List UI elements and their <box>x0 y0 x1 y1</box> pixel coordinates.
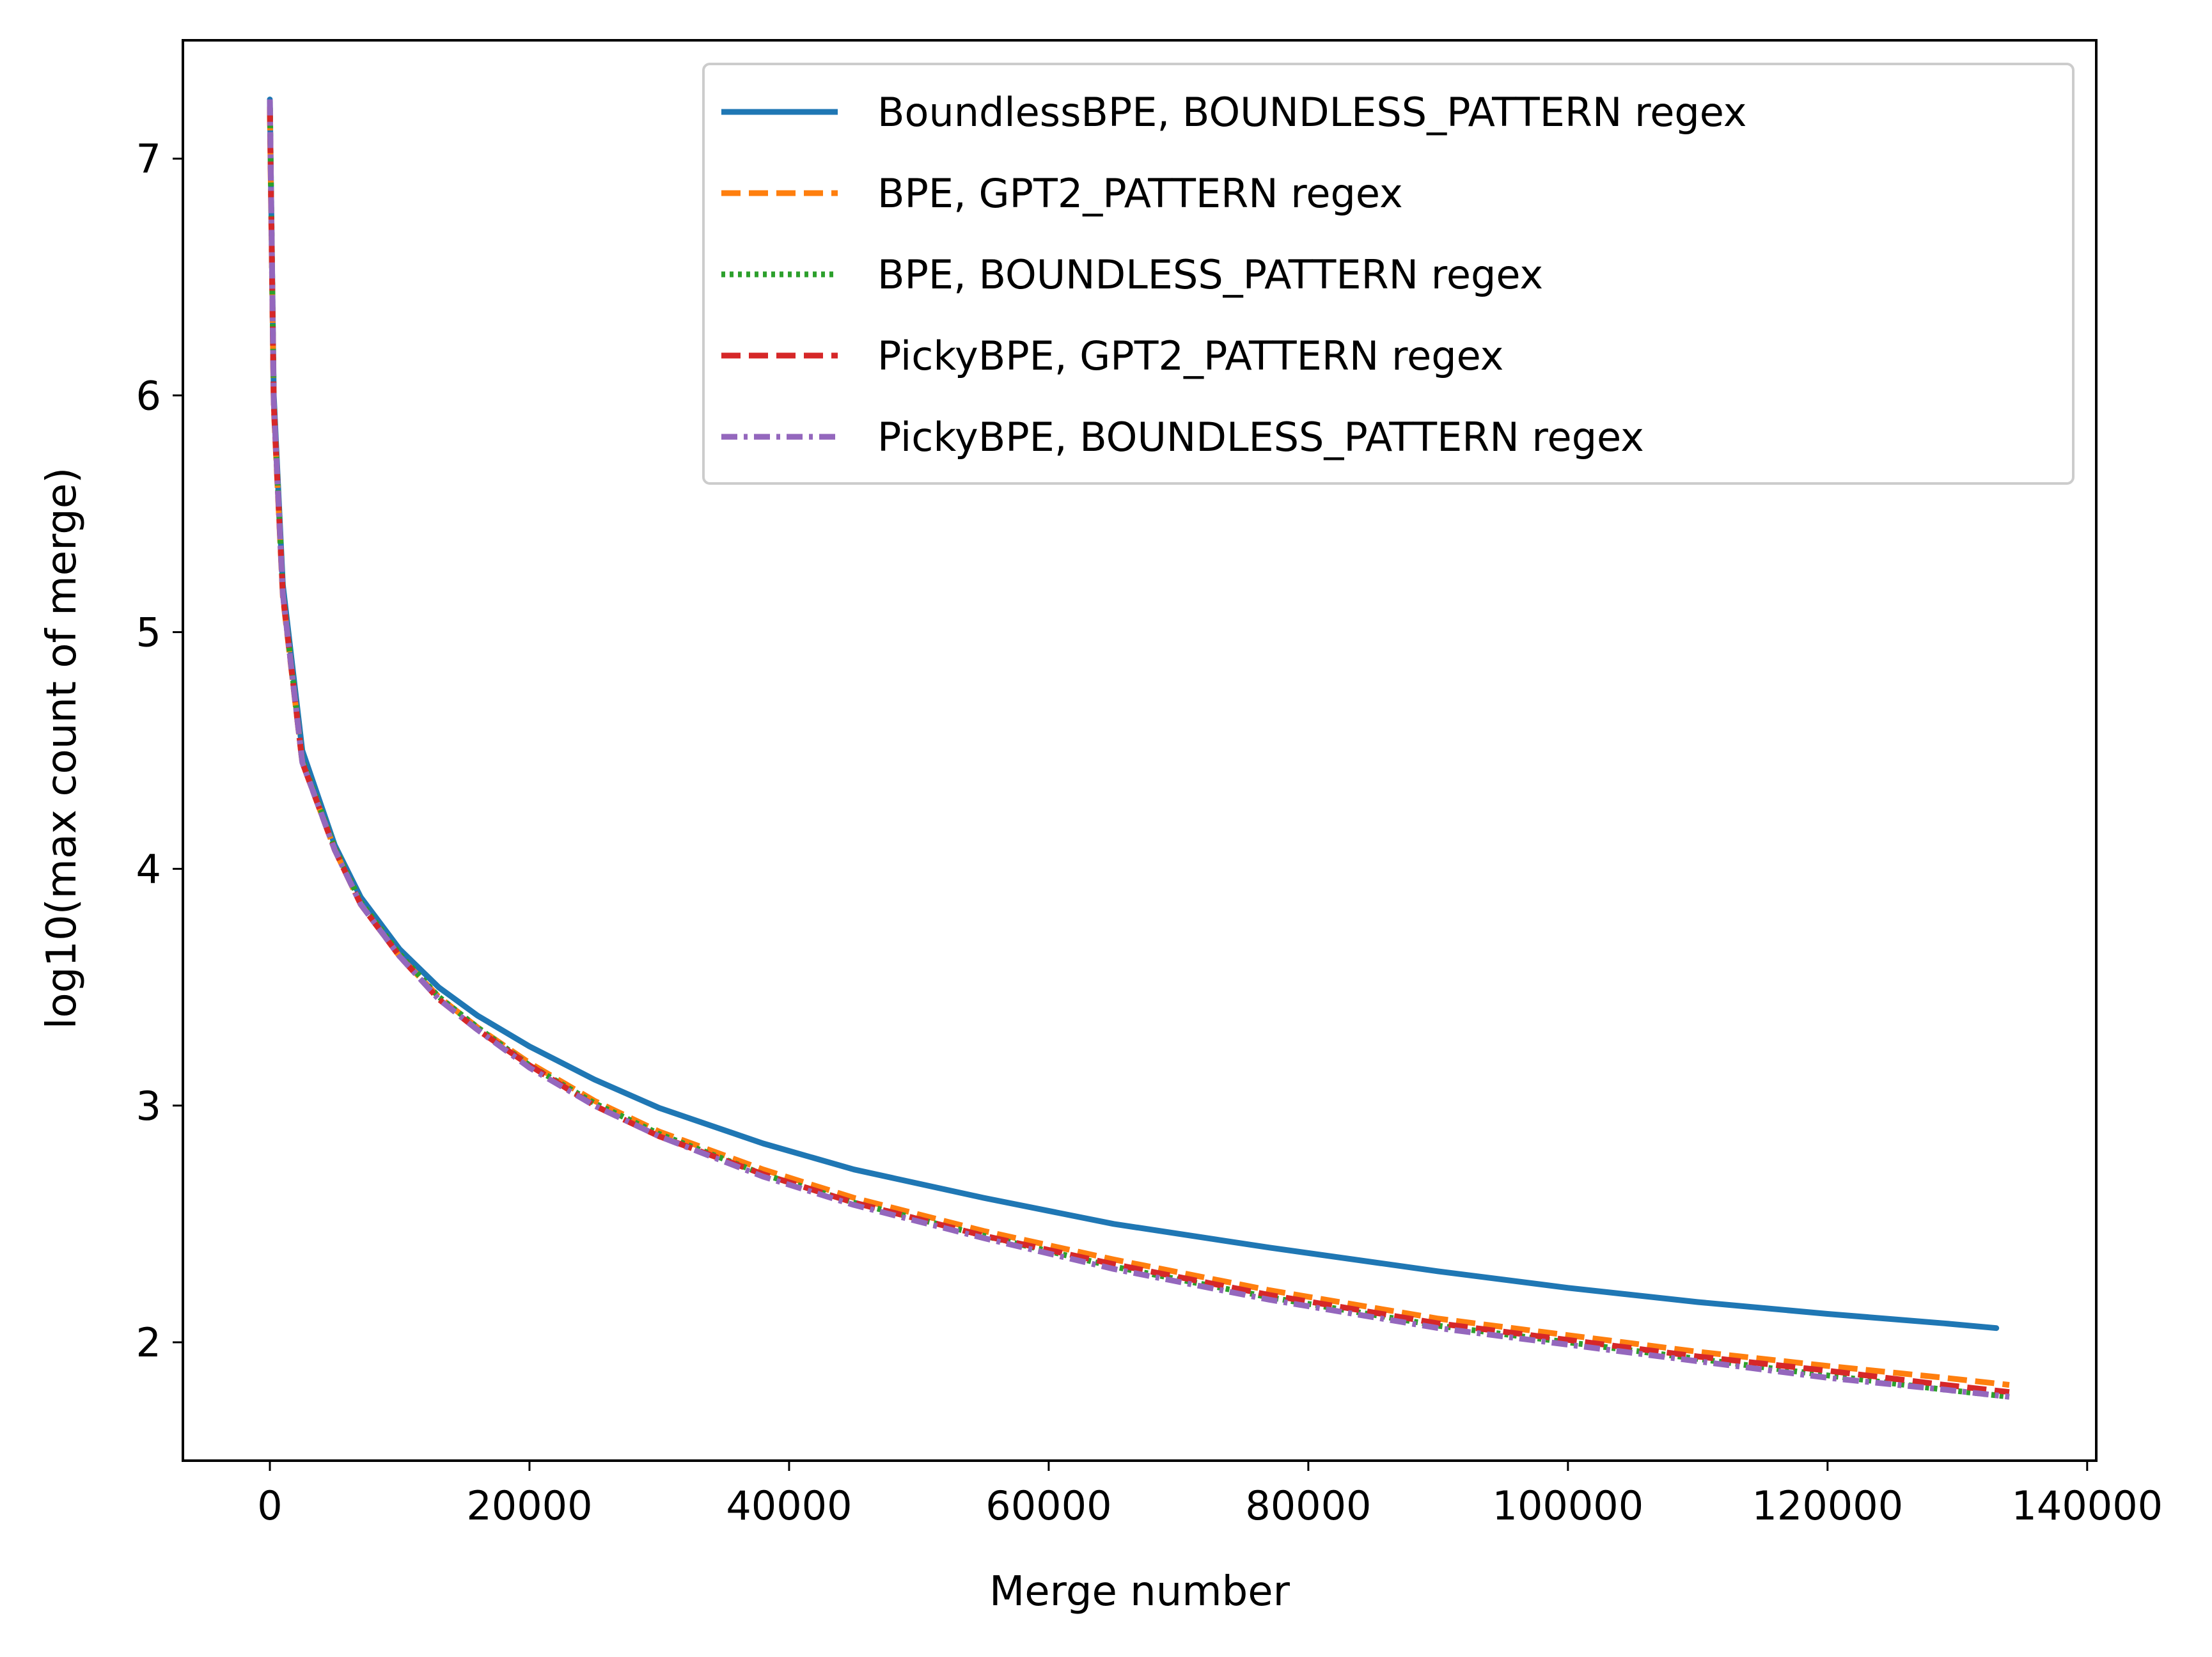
x-tick-label: 60000 <box>985 1482 1111 1529</box>
x-tick-label: 120000 <box>1752 1482 1903 1529</box>
x-tick-label: 40000 <box>726 1482 852 1529</box>
legend: BoundlessBPE, BOUNDLESS_PATTERN regex BPE… <box>702 63 2075 485</box>
y-tick-label: 6 <box>136 372 161 419</box>
legend-label-4: PickyBPE, GPT2_PATTERN regex <box>877 333 1503 379</box>
x-tick-label: 0 <box>257 1482 282 1529</box>
x-tick-label: 100000 <box>1493 1482 1644 1529</box>
y-axis-label: log10(max count of merge) <box>38 467 86 1030</box>
y-tick-label: 3 <box>136 1083 161 1129</box>
x-tick-label: 140000 <box>2011 1482 2163 1529</box>
axes-frame <box>182 39 2098 1462</box>
y-tick-label: 4 <box>136 846 161 893</box>
y-tick-label: 2 <box>136 1319 161 1366</box>
legend-label-2: BPE, GPT2_PATTERN regex <box>877 170 1403 217</box>
x-tick-label: 80000 <box>1245 1482 1371 1529</box>
y-tick-label: 7 <box>136 136 161 182</box>
x-tick-label: 20000 <box>466 1482 592 1529</box>
x-axis-label: Merge number <box>989 1568 1290 1615</box>
legend-label-5: PickyBPE, BOUNDLESS_PATTERN regex <box>877 414 1644 460</box>
y-axis-ticks: 2 3 4 5 6 7 <box>136 136 183 1366</box>
y-tick-label: 5 <box>136 609 161 656</box>
legend-label-3: BPE, BOUNDLESS_PATTERN regex <box>877 251 1543 298</box>
plot-lines <box>267 97 2010 1400</box>
x-axis-ticks: 0 20000 40000 60000 80000 100000 120000 140000 <box>257 1461 2163 1529</box>
legend-label-1: BoundlessBPE, BOUNDLESS_PATTERN regex <box>877 89 1746 136</box>
series-line-5 <box>267 99 2010 1400</box>
legend-frame <box>702 63 2075 485</box>
